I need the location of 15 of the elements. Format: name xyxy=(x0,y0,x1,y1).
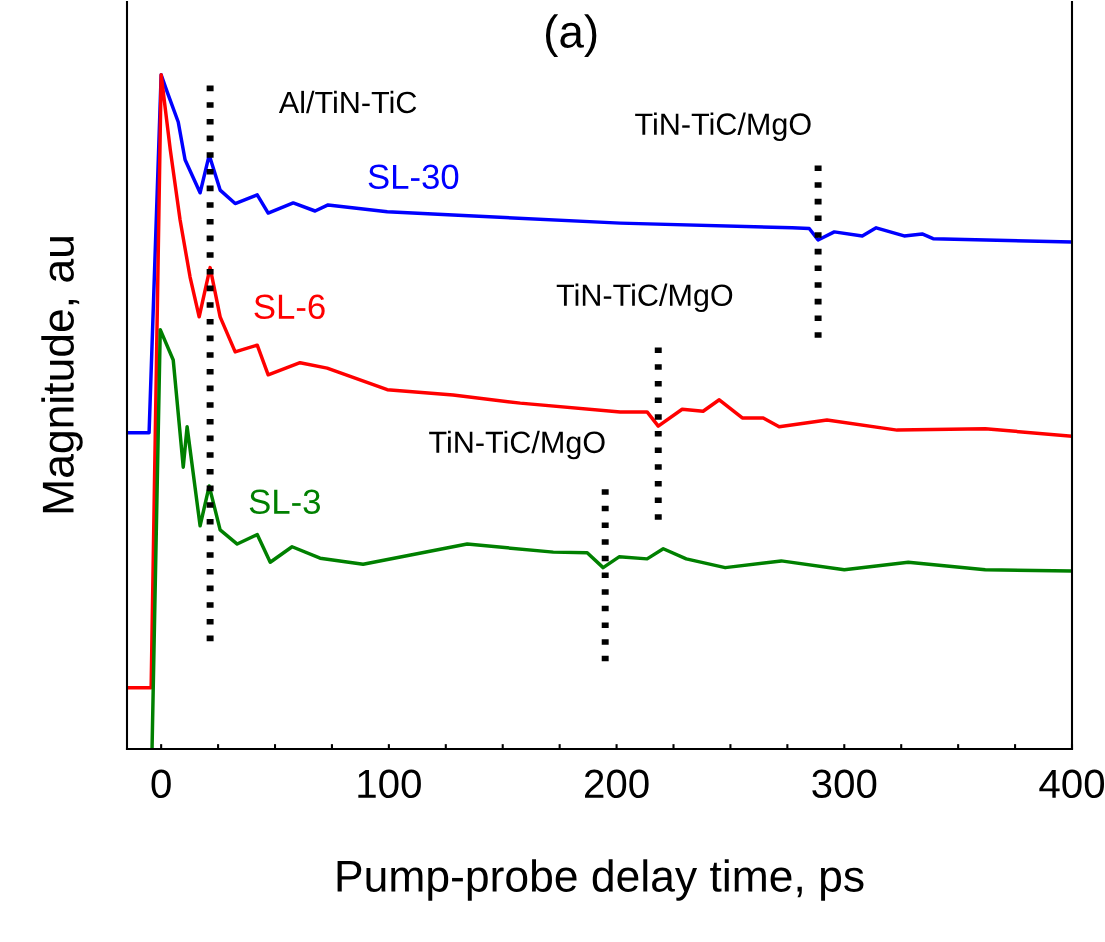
series-label: SL-6 xyxy=(254,294,325,320)
x-tick-label: 300 xyxy=(812,769,877,799)
annotation: Al/TiN-TiC xyxy=(278,90,417,114)
chart-title: (a) xyxy=(545,14,597,57)
x-tick-label: 100 xyxy=(358,769,421,799)
x-tick-label: 200 xyxy=(585,769,649,799)
y-axis-title: Magnitude, au xyxy=(41,237,83,513)
x-tick-label: 400 xyxy=(1039,769,1105,799)
x-tick-label: 0 xyxy=(151,769,171,799)
annotation: TiN-TiC/MgO xyxy=(429,430,605,460)
series-label: SL-3 xyxy=(249,489,320,515)
x-axis-title: Pump-probe delay time, ps xyxy=(337,859,864,901)
annotation: TiN-TiC/MgO xyxy=(635,112,811,141)
series-label: SL-30 xyxy=(368,164,459,190)
annotation: TiN-TiC/MgO xyxy=(556,283,733,313)
